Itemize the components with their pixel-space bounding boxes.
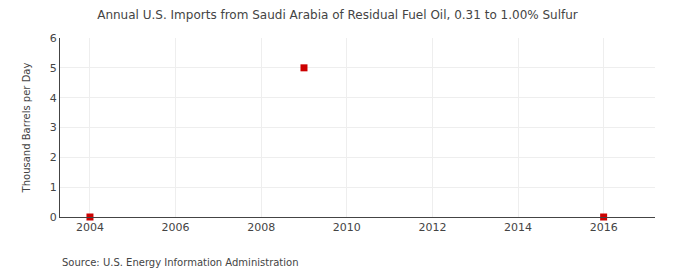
svg-text:0: 0	[50, 211, 57, 224]
svg-text:2008: 2008	[247, 221, 275, 234]
svg-text:2006: 2006	[162, 221, 190, 234]
svg-text:1: 1	[50, 181, 57, 194]
svg-text:2004: 2004	[76, 221, 104, 234]
svg-text:2016: 2016	[590, 221, 618, 234]
svg-text:Source: U.S. Energy Informatio: Source: U.S. Energy Information Administ…	[62, 257, 299, 268]
svg-text:6: 6	[50, 32, 57, 45]
svg-text:4: 4	[50, 92, 57, 105]
svg-text:Thousand Barrels per Day: Thousand Barrels per Day	[21, 63, 32, 194]
svg-text:2010: 2010	[333, 221, 361, 234]
svg-text:Annual U.S. Imports from Saudi: Annual U.S. Imports from Saudi Arabia of…	[97, 8, 578, 22]
svg-text:5: 5	[50, 62, 57, 75]
svg-text:2014: 2014	[504, 221, 532, 234]
svg-text:2012: 2012	[418, 221, 446, 234]
svg-text:2: 2	[50, 151, 57, 164]
svg-text:3: 3	[50, 121, 57, 134]
